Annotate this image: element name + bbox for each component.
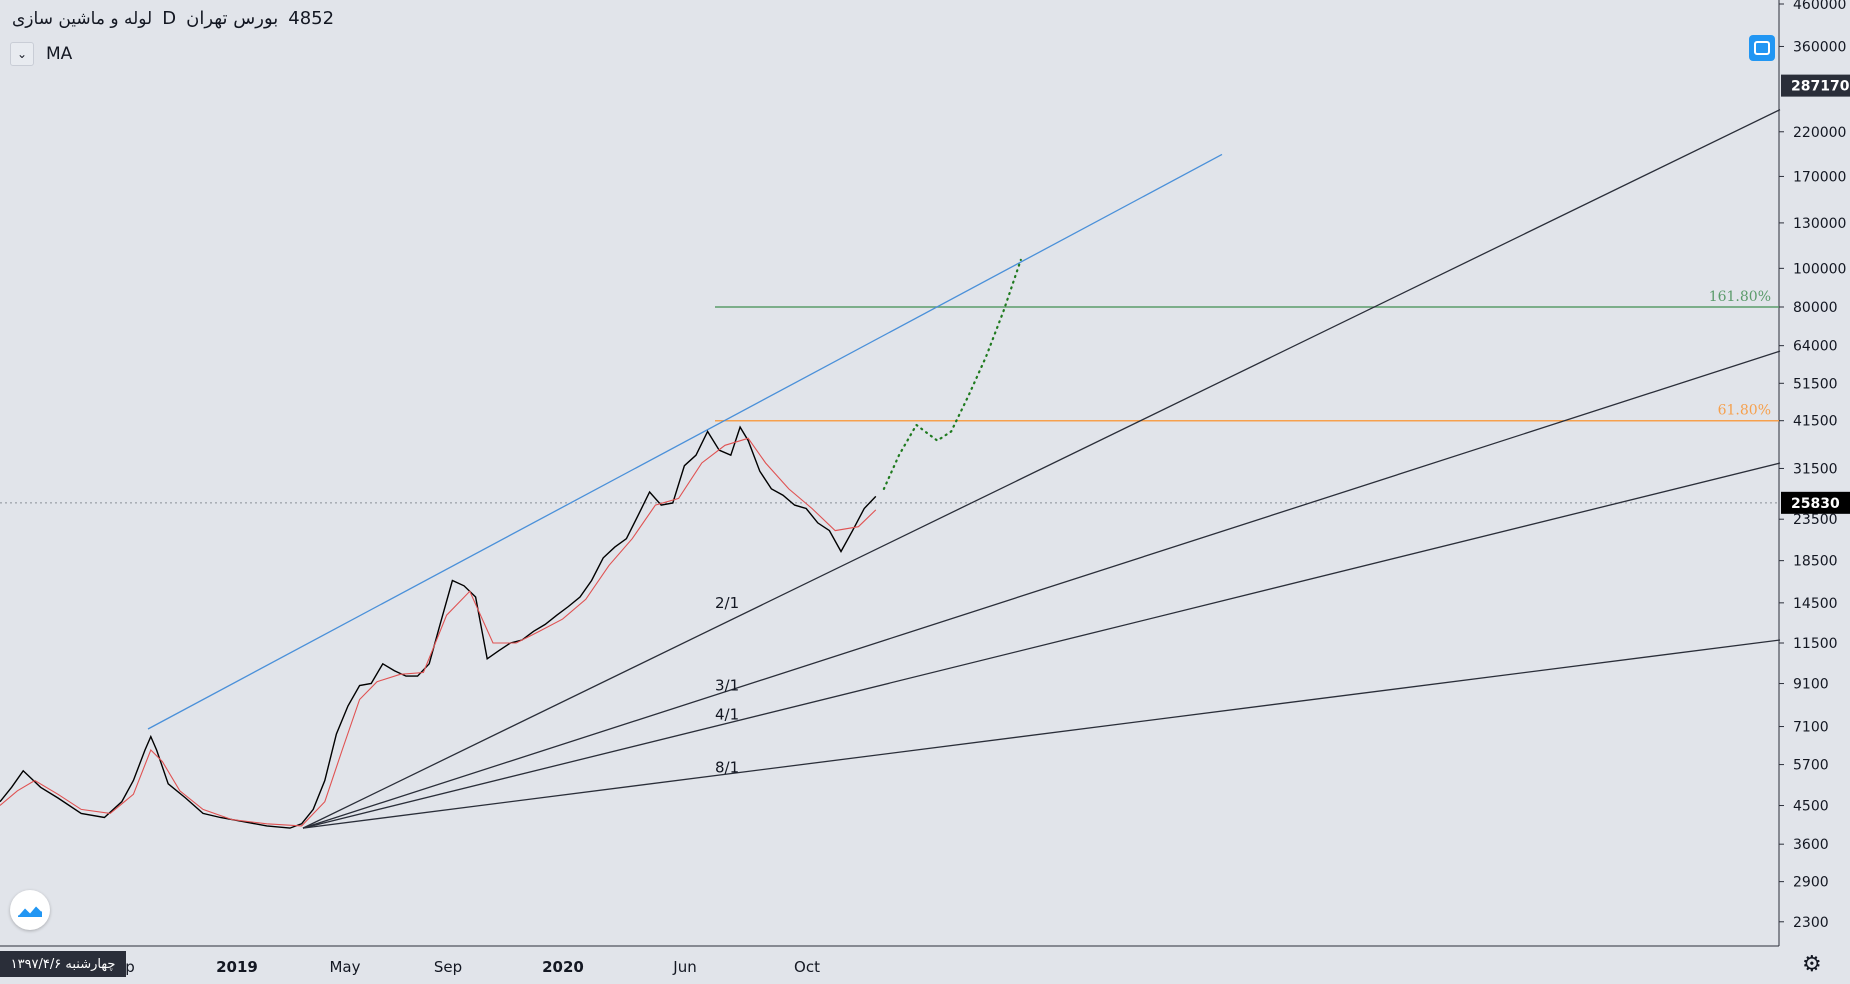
x-tick-label: 2019 (216, 958, 258, 976)
y-tick-label: 41500 (1793, 414, 1838, 430)
y-tick-label: 18500 (1793, 554, 1838, 570)
symbol-name: لوله و ماشین سازی (12, 8, 153, 29)
price-badge-label: 287170 (1791, 79, 1850, 95)
sync-icon (1754, 41, 1770, 55)
gann-fan-label: 4/1 (715, 706, 739, 724)
x-tick-label: Sep (434, 958, 462, 976)
gann-fan-line (302, 462, 1781, 829)
sync-button[interactable] (1749, 35, 1775, 61)
price-badge (1781, 74, 1850, 97)
price-badge (1781, 491, 1850, 514)
x-tick-label: May (329, 958, 360, 976)
interval-label[interactable]: D (162, 8, 177, 29)
collapse-legend-button[interactable]: ⌄ (10, 42, 34, 66)
x-tick-label: p (125, 958, 135, 976)
gann-fan-line (302, 109, 1781, 829)
x-tick-label: Oct (794, 958, 820, 976)
fib-level-label: 61.80% (1718, 403, 1771, 419)
y-tick-label: 7100 (1793, 720, 1829, 736)
y-tick-label: 64000 (1793, 339, 1838, 355)
gear-icon[interactable]: ⚙ (1802, 952, 1822, 977)
y-tick-label: 2300 (1793, 915, 1829, 931)
y-tick-label: 3600 (1793, 837, 1829, 853)
gann-fan-label: 3/1 (715, 676, 739, 694)
y-tick-label: 11500 (1793, 636, 1838, 652)
y-tick-label: 130000 (1793, 216, 1846, 232)
y-tick-label: 2900 (1793, 875, 1829, 891)
price-badge-label: 25830 (1791, 496, 1840, 512)
fib-level-label: 161.80% (1709, 289, 1771, 305)
gann-fan-line (302, 639, 1781, 829)
y-tick-label: 9100 (1793, 677, 1829, 693)
ticker-label: 4852 (288, 8, 335, 29)
x-tick-label: 2020 (542, 958, 584, 976)
tradingview-logo[interactable] (10, 890, 50, 930)
trendline (147, 153, 1223, 730)
y-tick-label: 31500 (1793, 461, 1838, 477)
exchange-label: بورس تهران (186, 8, 279, 29)
gann-fan-label: 8/1 (715, 759, 739, 777)
price-line (0, 425, 877, 829)
logo-icon (17, 903, 43, 917)
gann-fan-line (302, 350, 1781, 829)
y-tick-label: 360000 (1793, 39, 1846, 55)
chevron-down-icon: ⌄ (16, 47, 28, 61)
symbol-header: لوله و ماشین سازی D بورس تهران 4852 (12, 8, 334, 29)
crosshair-date-badge: چهارشنبه ۱۳۹۷/۴/۶ (0, 951, 126, 977)
y-tick-label: 23500 (1793, 512, 1838, 528)
y-tick-label: 170000 (1793, 169, 1846, 185)
y-tick-label: 51500 (1793, 376, 1838, 392)
projection-path (882, 258, 1022, 490)
indicator-label[interactable]: MA (46, 44, 73, 64)
y-tick-label: 100000 (1793, 261, 1846, 277)
y-tick-label: 5700 (1793, 758, 1829, 774)
y-tick-label: 14500 (1793, 596, 1838, 612)
y-tick-label: 4500 (1793, 799, 1829, 815)
moving-average-line (0, 437, 877, 827)
y-tick-label: 220000 (1793, 125, 1846, 141)
y-tick-label: 460000 (1793, 0, 1846, 13)
y-tick-label: 80000 (1793, 300, 1838, 316)
gann-fan-label: 2/1 (715, 594, 739, 612)
x-tick-label: Jun (672, 958, 696, 976)
indicator-legend: ⌄ MA (10, 42, 72, 66)
